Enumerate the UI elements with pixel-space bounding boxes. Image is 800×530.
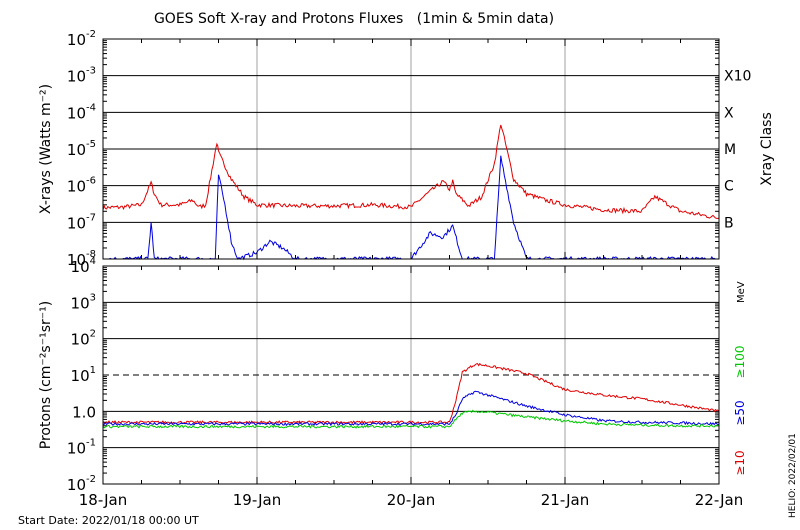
xray-class-label: X10 — [724, 69, 751, 85]
start-date-label: Start Date: 2022/01/18 00:00 UT — [18, 514, 199, 527]
proton-axis-label: Protons (cm⁻²s⁻¹sr⁻¹) — [38, 301, 54, 450]
xray-panel: 10-8 10-7 10-6 10-5 10-4 10-3 10-2 X10 X M C B X-ray… — [38, 29, 775, 269]
xray-tick-label: 10-2 — [67, 29, 96, 49]
chart-title: GOES Soft X-ray and Protons Fluxes (1min… — [154, 11, 554, 27]
xray-tick-label: 10-8 — [67, 249, 96, 269]
x-tick-label: 20-Jan — [387, 491, 435, 509]
xray-class-label: X — [724, 105, 734, 121]
xray-tick-label: 10-7 — [67, 212, 96, 232]
mev-unit-label: MeV — [736, 281, 747, 303]
xray-tick-label: 10-4 — [67, 102, 96, 122]
xray-tick-label: 10-3 — [67, 66, 96, 86]
xray-class-label: C — [724, 179, 734, 195]
legend-blue: ≥50 — [733, 400, 747, 425]
time-axis: 18-Jan 19-Jan 20-Jan 21-Jan 22-Jan — [79, 39, 743, 509]
x-tick-label: 22-Jan — [695, 491, 743, 509]
series-line-blue — [103, 390, 720, 427]
series-line-green — [102, 409, 720, 429]
xray-class-axis-label: Xray Class — [759, 112, 775, 186]
proton-tick-label: 102 — [71, 329, 96, 349]
proton-tick-label: 104 — [71, 256, 96, 276]
proton-tick-label: 10-1 — [67, 438, 96, 458]
proton-tick-label: 1.0 — [72, 403, 96, 421]
x-tick-label: 19-Jan — [233, 491, 281, 509]
legend-green: ≥100 — [733, 346, 747, 379]
xray-axis-label: X-rays (Watts m⁻²) — [38, 84, 54, 214]
x-tick-label: 18-Jan — [79, 491, 127, 509]
proton-tick-label: 101 — [71, 365, 96, 385]
xray-class-label: M — [724, 142, 736, 158]
xray-class-label: B — [724, 215, 734, 231]
series-line-red — [102, 124, 720, 219]
xray-tick-label: 10-6 — [67, 176, 96, 196]
xray-tick-label: 10-5 — [67, 139, 96, 159]
legend-red: ≥10 — [733, 450, 747, 475]
proton-panel: 10-2 10-1 1.0 101 102 103 104 Protons (cm⁻²s⁻¹s… — [38, 256, 747, 494]
proton-tick-label: 10-2 — [67, 474, 96, 494]
x-tick-label: 21-Jan — [541, 491, 589, 509]
proton-tick-label: 103 — [71, 292, 96, 312]
helio-stamp: HELIO: 2022/02/01 — [788, 433, 798, 518]
